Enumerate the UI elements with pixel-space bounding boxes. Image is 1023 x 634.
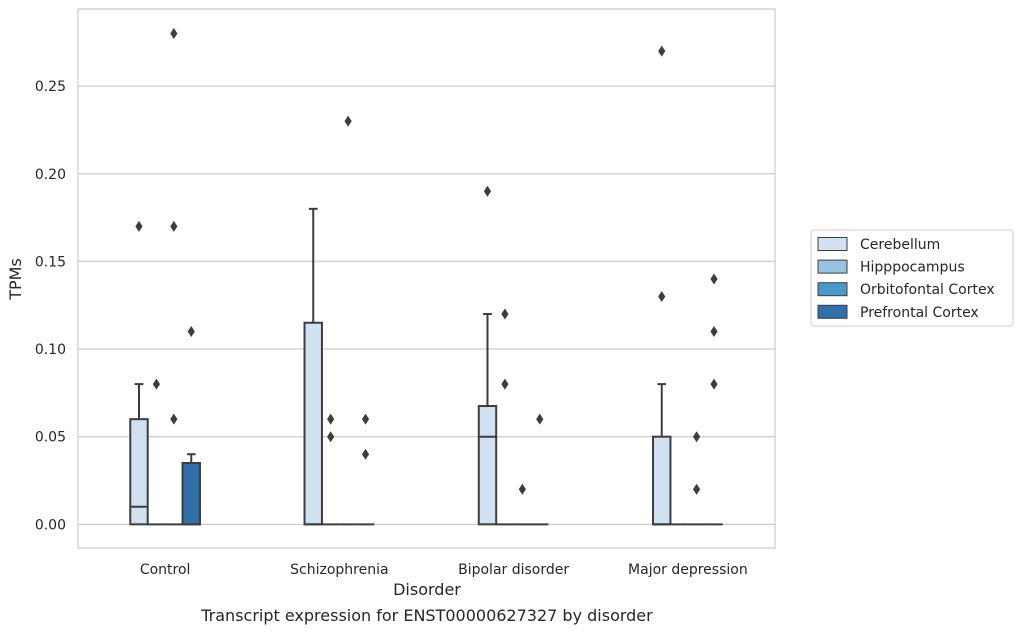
chart-caption: Transcript expression for ENST0000062732… — [201, 606, 653, 625]
legend-label: Prefrontal Cortex — [860, 305, 979, 321]
box-0-1 — [303, 207, 323, 526]
outlier-point — [518, 483, 526, 495]
outlier-point — [692, 483, 701, 495]
y-tick-label: 0.15 — [35, 254, 66, 270]
outlier-point — [135, 220, 143, 232]
x-tick-label: Schizophrenia — [290, 562, 388, 578]
box-body — [129, 418, 149, 526]
y-tick-labels: 0.00 0.05 0.10 0.15 0.20 0.25 — [35, 79, 66, 533]
legend-frame — [810, 229, 1014, 327]
outlier-point — [327, 413, 335, 425]
box-0-3 — [652, 383, 672, 526]
x-tick-label: Bipolar disorder — [458, 562, 569, 578]
outlier-point — [170, 220, 178, 232]
outlier-point — [710, 326, 718, 338]
box-body — [652, 435, 672, 526]
outlier-point — [483, 185, 492, 197]
x-tick-labels: Control Schizophrenia Bipolar disorder Majo… — [140, 562, 748, 578]
outlier-point — [501, 378, 509, 390]
outlier-point — [327, 431, 335, 443]
y-tick-label: 0.00 — [35, 517, 66, 533]
boxes — [129, 207, 723, 526]
outlier-point — [658, 45, 666, 57]
y-tick-label: 0.20 — [35, 167, 66, 183]
legend-swatch — [817, 259, 848, 274]
outlier-point — [344, 115, 352, 127]
outlier-point — [536, 413, 544, 425]
legend-swatch — [817, 237, 848, 251]
box-body — [181, 461, 201, 526]
outliers — [135, 28, 718, 495]
legend-label: Cerebellum — [860, 237, 940, 253]
legend-label: Hipppocampus — [860, 260, 965, 276]
outlier-point — [710, 378, 718, 390]
outlier-point — [361, 448, 370, 460]
x-axis-label: Disorder — [393, 580, 461, 599]
box-body — [477, 405, 498, 526]
y-axis-label: TPMs — [6, 258, 25, 301]
box-0-2 — [477, 312, 498, 526]
outlier-point — [658, 290, 666, 302]
box-body — [303, 321, 323, 526]
plot-frame — [77, 8, 776, 549]
y-tick-label: 0.25 — [35, 79, 66, 95]
legend: Cerebellum Hipppocampus Orbitofontal Corte… — [810, 229, 1014, 327]
outlier-point — [187, 326, 195, 338]
box-3-0 — [181, 453, 201, 526]
outlier-point — [501, 308, 509, 320]
legend-swatch — [817, 282, 848, 297]
legend-swatch — [817, 304, 848, 319]
y-tick-label: 0.05 — [35, 430, 66, 446]
outlier-point — [692, 431, 701, 443]
box-0-0 — [129, 383, 149, 526]
outlier-point — [170, 413, 178, 425]
outlier-point — [170, 28, 178, 40]
x-tick-label: Major depression — [628, 562, 748, 578]
outlier-point — [710, 273, 718, 285]
x-tick-label: Control — [140, 562, 191, 578]
y-tick-label: 0.10 — [35, 342, 66, 358]
outlier-point — [152, 378, 161, 390]
legend-label: Orbitofontal Cortex — [860, 282, 995, 298]
outlier-point — [361, 413, 370, 425]
